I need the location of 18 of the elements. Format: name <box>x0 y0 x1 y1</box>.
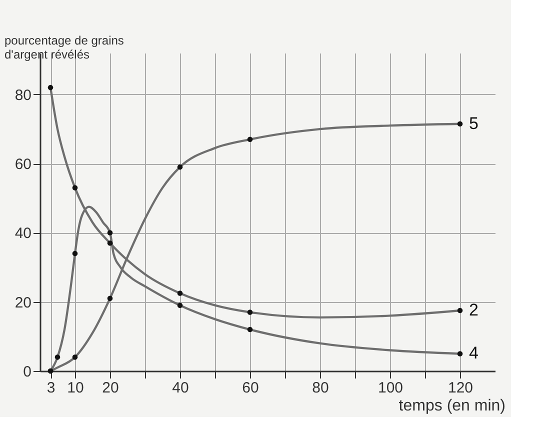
y-tick-label: 80 <box>14 86 32 104</box>
x-axis-title: temps (en min) <box>398 398 506 414</box>
x-tick-label: 100 <box>378 380 404 396</box>
x-tick-label: 10 <box>67 380 84 396</box>
x-tick-label: 80 <box>312 380 329 396</box>
y-tick-label: 20 <box>14 294 32 312</box>
x-tick-label: 20 <box>102 380 119 396</box>
y-tick-label: 40 <box>14 225 32 242</box>
y-tick-label: 60 <box>14 156 32 174</box>
series-label: 5 <box>469 114 478 133</box>
x-tick-label: 3 <box>46 380 56 396</box>
x-tick-label: 60 <box>242 380 259 396</box>
x-tick-label: 120 <box>448 380 474 396</box>
y-axis-title: pourcentage de grains d'argent révélés <box>4 34 124 62</box>
series-label: 2 <box>469 300 478 320</box>
x-tick-label: 40 <box>172 380 189 396</box>
y-tick-label: 0 <box>23 364 32 380</box>
series-label: 4 <box>469 344 478 363</box>
